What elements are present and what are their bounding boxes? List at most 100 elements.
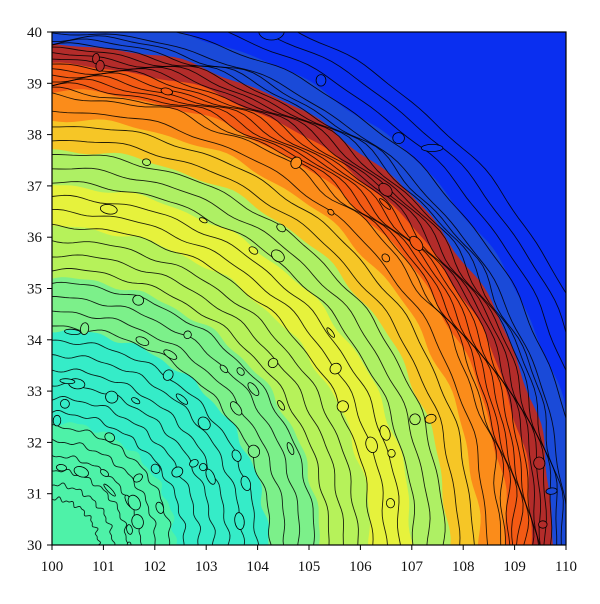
contour-band bbox=[52, 420, 177, 545]
contour-island bbox=[142, 158, 151, 166]
x-tick-label: 109 bbox=[503, 559, 526, 575]
contour-island bbox=[219, 364, 229, 374]
contour-island bbox=[387, 449, 396, 458]
contour-island bbox=[420, 143, 444, 152]
y-tick-label: 33 bbox=[27, 384, 42, 400]
contour-island bbox=[126, 541, 132, 545]
contour-line bbox=[52, 35, 564, 545]
x-tick-label: 107 bbox=[401, 559, 424, 575]
contour-line bbox=[52, 75, 524, 545]
contour-island bbox=[162, 369, 174, 381]
contour-line bbox=[52, 86, 506, 545]
contour-island bbox=[379, 425, 391, 441]
contour-line bbox=[52, 424, 172, 545]
contour-island bbox=[56, 464, 67, 472]
contour-island bbox=[100, 469, 109, 477]
contour-island bbox=[381, 253, 391, 263]
y-tick-label: 30 bbox=[27, 538, 42, 554]
contour-island bbox=[424, 413, 437, 424]
contour-line bbox=[52, 281, 315, 545]
x-tick-label: 110 bbox=[555, 559, 577, 575]
contour-island bbox=[583, 542, 591, 548]
y-tick-label: 39 bbox=[27, 76, 42, 92]
contour-island bbox=[131, 397, 141, 405]
x-tick-label: 105 bbox=[298, 559, 321, 575]
contour-lines bbox=[52, 32, 566, 545]
contour-line bbox=[52, 78, 518, 545]
contour-line bbox=[52, 410, 187, 545]
contour-island bbox=[64, 328, 81, 335]
contour-island bbox=[73, 466, 89, 478]
contour-island bbox=[290, 156, 303, 169]
x-tick-label: 100 bbox=[41, 559, 64, 575]
contour-island bbox=[60, 398, 70, 409]
contour-line bbox=[52, 63, 540, 545]
contour-island bbox=[131, 514, 144, 530]
contour-line bbox=[52, 310, 286, 545]
contour-island bbox=[230, 401, 243, 416]
contour-line bbox=[52, 209, 388, 545]
contour-line bbox=[52, 139, 461, 545]
contour-island bbox=[197, 416, 211, 431]
y-tick-label: 40 bbox=[27, 25, 42, 41]
contour-line bbox=[52, 496, 101, 545]
contour-island bbox=[132, 294, 145, 306]
contour-island bbox=[80, 322, 90, 336]
contour-island bbox=[365, 436, 378, 454]
x-tick-label: 103 bbox=[195, 559, 218, 575]
contour-island bbox=[133, 473, 143, 483]
contour-line bbox=[52, 32, 566, 545]
contour-line bbox=[52, 68, 535, 545]
contour-island bbox=[155, 501, 165, 514]
contour-island bbox=[126, 524, 133, 535]
contour-island bbox=[59, 378, 76, 385]
y-tick-label: 36 bbox=[27, 230, 43, 246]
contour-island bbox=[286, 442, 295, 456]
contour-line bbox=[52, 72, 530, 545]
contour-island bbox=[538, 520, 548, 529]
contour-line bbox=[226, 32, 566, 372]
x-axis: 100 101 102 103 104 105 106 107 108 109 110 bbox=[41, 545, 577, 575]
contour-island bbox=[99, 204, 118, 215]
contour-island bbox=[276, 14, 287, 29]
contour-island bbox=[150, 463, 161, 474]
y-tick-label: 34 bbox=[27, 333, 43, 349]
contour-island bbox=[379, 198, 391, 210]
contour-island bbox=[378, 182, 393, 197]
contour-line bbox=[52, 42, 553, 545]
contour-islands bbox=[52, 14, 591, 548]
contour-island bbox=[329, 362, 342, 375]
contour-line bbox=[52, 240, 359, 545]
contour-island bbox=[171, 466, 184, 478]
contour-island bbox=[409, 413, 421, 426]
contour-line bbox=[52, 368, 231, 545]
contour-island bbox=[231, 449, 242, 462]
y-tick-label: 37 bbox=[27, 179, 43, 195]
y-tick-label: 35 bbox=[27, 282, 42, 298]
contour-island bbox=[326, 327, 335, 338]
contour-island bbox=[199, 463, 208, 472]
contour-island bbox=[160, 87, 173, 96]
y-tick-label: 38 bbox=[27, 128, 42, 144]
contour-island bbox=[240, 475, 252, 491]
contour-line bbox=[174, 32, 566, 421]
contour-island bbox=[104, 432, 116, 443]
contour-line bbox=[52, 167, 431, 545]
contour-line bbox=[52, 110, 489, 545]
contour-line bbox=[52, 223, 374, 545]
contour-island bbox=[52, 414, 62, 427]
contour-island bbox=[545, 487, 558, 495]
contour-line bbox=[52, 395, 201, 545]
contour-island bbox=[327, 208, 335, 216]
contour-island bbox=[409, 235, 424, 251]
y-tick-label: 31 bbox=[27, 487, 42, 503]
contour-island bbox=[135, 336, 150, 346]
contour-line bbox=[52, 92, 502, 545]
contour-line bbox=[52, 325, 272, 545]
contour-island bbox=[103, 483, 116, 497]
contour-island bbox=[95, 60, 105, 72]
contour-island bbox=[315, 74, 327, 87]
contour-line bbox=[52, 126, 475, 545]
contour-line bbox=[52, 254, 344, 545]
